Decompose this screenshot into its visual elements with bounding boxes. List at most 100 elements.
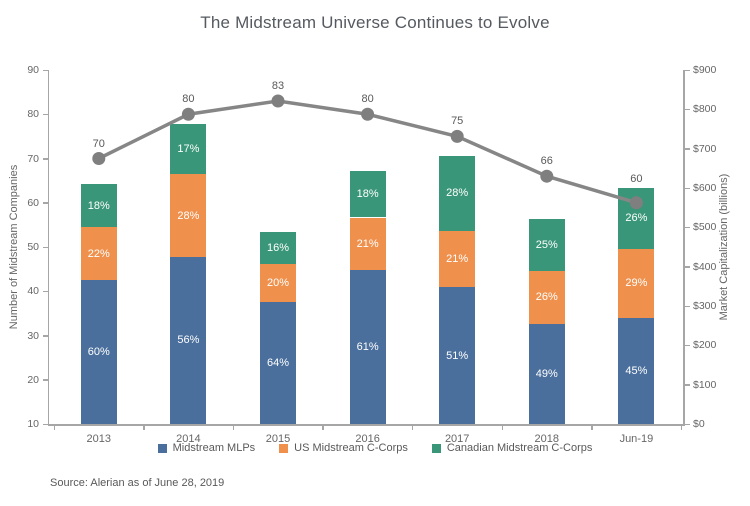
y-axis-tick [42,335,48,337]
y2-axis-tick-label: $300 [693,300,717,312]
y-axis-tick [42,69,48,71]
y2-axis-tick [684,305,690,307]
x-axis-category-label: Jun-19 [619,433,654,445]
bar-segment-pct-label: 45% [625,364,648,377]
y2-axis-tick [684,108,690,111]
line-dot [361,107,375,121]
bar-segment-pct-label: 64% [266,357,290,370]
y-axis-tick-label: 10 [27,418,39,430]
y2-axis-tick-label: $0 [693,418,705,430]
y-axis-tick-label: 20 [27,373,39,386]
bar-segment-pct-label: 21% [446,252,469,265]
y2-axis-tick-label: $800 [693,103,717,116]
y2-axis-tick [684,148,690,150]
line-value-label: 83 [271,79,285,92]
x-axis-category-label: 2017 [444,433,470,445]
y2-axis-tick-label: $600 [693,182,717,194]
bar-segment-pct-label: 51% [446,349,469,362]
bar-segment [80,227,117,281]
line-dot [450,129,464,143]
bar-segment [260,263,296,303]
bar-segment [528,270,565,324]
y2-axis-tick [684,384,690,386]
bar-segment [349,269,386,424]
y-axis-tick-label: 60 [27,196,39,209]
bar-segment-pct-label: 25% [535,239,558,252]
line-dot [92,152,106,165]
y-axis-tick [42,379,48,381]
y2-axis-tick [684,187,690,189]
x-axis-tick [232,425,235,430]
y-axis-tick-label: 50 [27,241,39,253]
line-value-label: 80 [361,93,374,106]
y-axis-tick-label: 30 [27,329,39,342]
y2-axis-tick-label: $400 [693,260,717,273]
y2-axis-tick-label: $100 [693,378,717,391]
bar-segment [260,232,296,264]
y-axis-tick [42,423,48,425]
legend-swatch-icon [431,444,441,453]
left-axis-line [47,70,49,424]
bar-segment [349,217,386,270]
bar-segment-pct-label: 61% [356,340,379,353]
legend-label: Midstream MLPs [172,442,256,454]
bar-segment-pct-label: 56% [177,334,200,347]
y2-axis-tick [684,344,690,347]
x-axis-tick [143,425,145,430]
line-value-label: 60 [630,173,643,185]
bar-segment-pct-label: 49% [535,367,558,380]
y2-axis-tick [684,226,690,229]
y-axis-tick-label: 40 [27,285,39,298]
y-axis-tick [42,202,48,204]
line-dot [271,94,285,108]
legend-swatch-icon [279,444,289,453]
x-axis-category-label: 2015 [265,433,291,445]
y-axis-tick-label: 80 [27,108,39,121]
bar-segment [439,230,476,288]
bar-segment-pct-label: 26% [625,212,648,225]
x-axis-category-label: 2018 [534,433,560,445]
x-axis-tick [680,425,683,430]
bar-segment-pct-label: 28% [177,209,200,222]
bar-segment-pct-label: 22% [87,247,110,260]
x-axis-tick [53,425,55,430]
bar-segment-pct-label: 28% [446,187,469,200]
x-axis-line [47,424,685,426]
bar-segment-pct-label: 17% [177,143,200,156]
x-axis-category-label: 2016 [355,433,380,445]
y2-axis-tick [684,266,690,268]
line-dot [540,169,554,183]
y-axis-tick-label: 90 [27,64,39,76]
y-axis-tick [42,113,48,116]
source-note: Source: Alerian as of June 28, 2019 [50,477,225,489]
bar-segment [528,323,565,424]
right-axis-line [683,70,685,424]
y2-axis-tick-label: $700 [693,142,717,155]
bar-segment-pct-label: 29% [625,277,648,290]
y2-axis-tick [684,69,690,71]
legend-item: Midstream MLPs [157,442,256,455]
bar-segment [618,248,655,318]
bar-segment-pct-label: 21% [356,237,379,250]
bar-segment [439,287,476,424]
y-axis-tick [42,158,48,160]
x-axis-tick [591,425,593,430]
bar-segment [528,219,565,271]
y-axis-tick-label: 70 [27,152,39,165]
line-value-label: 70 [92,137,105,150]
line-value-label: 75 [451,115,464,128]
x-axis-category-label: 2014 [176,433,201,445]
x-axis-category-label: 2013 [86,433,112,445]
legend-swatch-icon [157,444,167,453]
bar-segment [260,302,296,424]
chart-title: The Midstream Universe Continues to Evol… [200,13,550,32]
bar-segment-pct-label: 26% [535,291,558,304]
y2-axis-tick [684,423,690,425]
legend-label: US Midstream C-Corps [294,442,408,454]
y2-axis-tick-label: $500 [693,221,717,234]
bar-segment-pct-label: 18% [87,199,110,212]
line-dot [181,107,195,121]
y-axis-tick [42,290,48,293]
bar-segment [618,317,655,424]
